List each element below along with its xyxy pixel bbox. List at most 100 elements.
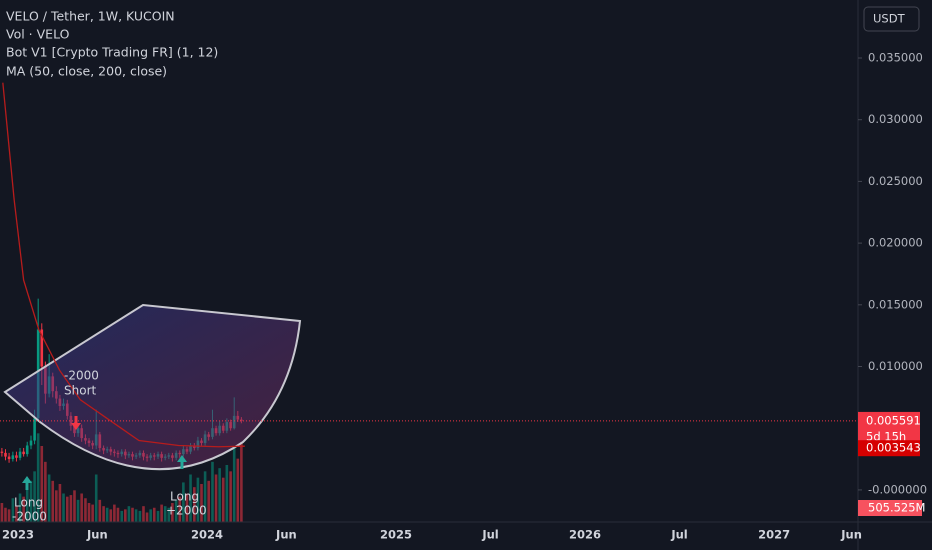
volume-bar bbox=[94, 474, 98, 522]
volume-last-label: 505.525M bbox=[868, 501, 925, 515]
volume-bar bbox=[113, 504, 116, 522]
y-tick-label: 0.025000 bbox=[868, 174, 923, 188]
volume-bar bbox=[149, 509, 152, 522]
volume-bar bbox=[145, 512, 149, 522]
price-axis bbox=[858, 0, 932, 550]
volume-bar bbox=[25, 487, 29, 522]
chart-title: VELO / Tether, 1W, KUCOIN bbox=[6, 9, 175, 24]
volume-bar bbox=[156, 510, 160, 522]
annotation: Long bbox=[14, 496, 43, 510]
volume-bar bbox=[116, 507, 120, 522]
annotation: -2000 bbox=[64, 369, 99, 383]
volume-bar bbox=[171, 503, 174, 522]
volume-bar bbox=[102, 506, 105, 522]
x-tick-label: Jun bbox=[840, 528, 862, 542]
volume-bar bbox=[91, 504, 94, 522]
short-arrow bbox=[71, 416, 81, 430]
candle-body bbox=[15, 455, 18, 458]
volume-tag bbox=[858, 500, 922, 516]
volume-bar bbox=[196, 477, 200, 522]
ma-line bbox=[2, 82, 245, 448]
legend-line: Vol · VELO bbox=[6, 27, 70, 42]
candle-body bbox=[25, 445, 29, 455]
volume-bar bbox=[65, 496, 69, 522]
x-tick-label: Jun bbox=[86, 528, 108, 542]
volume-bar bbox=[178, 496, 182, 522]
volume-bar bbox=[207, 480, 210, 522]
volume-bar bbox=[73, 490, 76, 522]
last-price-label: 0.005591 bbox=[866, 413, 921, 427]
legend-line: Bot V1 [Crypto Trading FR] (1, 12) bbox=[6, 45, 218, 60]
annotation: -2000 bbox=[12, 510, 47, 524]
volume-bar bbox=[200, 484, 203, 522]
volume-bar bbox=[127, 506, 131, 522]
volume-bar bbox=[51, 480, 55, 522]
volume-bar bbox=[98, 499, 102, 522]
volume-bar bbox=[203, 471, 207, 522]
volume-bar bbox=[47, 474, 51, 522]
y-tick-label: 0.010000 bbox=[868, 359, 923, 373]
x-tick-label: Jul bbox=[670, 528, 687, 542]
candle-body bbox=[18, 451, 22, 458]
volume-bar bbox=[221, 477, 225, 522]
currency-label[interactable]: USDT bbox=[873, 12, 906, 26]
currency-button[interactable] bbox=[863, 6, 920, 32]
volume-bar bbox=[232, 446, 236, 522]
candle-body bbox=[33, 418, 36, 441]
candle-body bbox=[22, 451, 25, 455]
axis-labels: 0.035000 0.030000 0.025000 0.020000 0.015000… bbox=[2, 51, 927, 542]
ma-last-label: 0.003543 bbox=[866, 441, 921, 455]
volume-bar bbox=[84, 498, 87, 522]
volume-bar bbox=[214, 474, 218, 522]
volume-bar bbox=[55, 490, 58, 522]
y-tick-label: 0.020000 bbox=[868, 236, 923, 250]
volume-bar bbox=[40, 446, 44, 522]
volume-bar bbox=[15, 506, 18, 522]
volume-bar bbox=[120, 510, 124, 522]
volume-bar bbox=[142, 506, 145, 522]
volume-bar bbox=[182, 482, 185, 522]
volume-bar bbox=[174, 499, 178, 522]
volume-bar bbox=[152, 507, 156, 522]
volume-bar bbox=[7, 509, 11, 522]
candle-body bbox=[11, 455, 15, 460]
ma-tag bbox=[858, 440, 920, 457]
x-tick-label: 2025 bbox=[380, 528, 412, 542]
volume-bar bbox=[87, 503, 91, 522]
volume-bar bbox=[4, 507, 7, 522]
x-tick-label: Jun bbox=[275, 528, 297, 542]
volume-bar bbox=[189, 474, 192, 522]
volume-bar bbox=[0, 503, 4, 522]
y-tick-label: 0.015000 bbox=[868, 297, 923, 311]
volume-bar bbox=[225, 465, 229, 522]
volume-bar bbox=[58, 484, 62, 522]
candle-body bbox=[7, 456, 11, 460]
volume-bar bbox=[105, 507, 109, 522]
volume-bar bbox=[218, 468, 221, 522]
candle-body bbox=[40, 329, 44, 367]
overlay bbox=[0, 82, 858, 448]
x-tick-label: 2026 bbox=[569, 528, 601, 542]
y-tick-label: -0.000000 bbox=[868, 482, 927, 496]
volume-bar bbox=[138, 510, 142, 522]
volume-bar bbox=[193, 487, 196, 522]
volume-bar bbox=[36, 433, 40, 522]
volume-bar bbox=[69, 495, 73, 522]
x-tick-label: Jul bbox=[481, 528, 498, 542]
legend-line: MA (50, close, 200, close) bbox=[6, 64, 167, 79]
volume-bar bbox=[44, 461, 47, 522]
volume-bar bbox=[229, 471, 232, 522]
annotation: +2000 bbox=[166, 504, 207, 518]
volume-bar bbox=[240, 441, 243, 522]
fan-drawing bbox=[3, 303, 302, 471]
volume-bar bbox=[33, 471, 36, 522]
y-tick-label: 0.030000 bbox=[868, 112, 923, 126]
x-tick-label: 2027 bbox=[758, 528, 790, 542]
volume-bar bbox=[80, 493, 83, 522]
y-tick-label: 0.035000 bbox=[868, 51, 923, 65]
volume-bar bbox=[131, 507, 134, 522]
volume-bar bbox=[18, 493, 22, 522]
volume-bar bbox=[211, 461, 214, 522]
volume-bar bbox=[236, 458, 240, 522]
